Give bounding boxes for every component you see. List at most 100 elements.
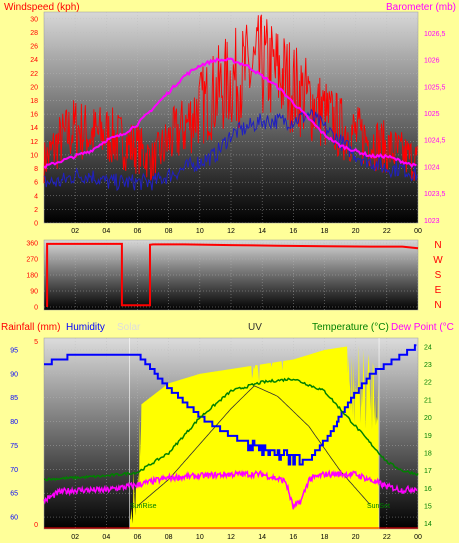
temperature-tick-label: 20 <box>424 415 432 422</box>
temperature-tick-label: 15 <box>424 504 432 511</box>
barometer-tick-label: 1024,5 <box>424 138 446 145</box>
windspeed-tick-label: 18 <box>30 98 38 105</box>
barometer-axis-label: Barometer (mb) <box>386 2 456 13</box>
windspeed-tick-label: 24 <box>30 57 38 64</box>
windspeed-tick-label: 26 <box>30 44 38 51</box>
humidity-series <box>44 344 417 466</box>
direction-tick-label: 360 <box>26 241 38 248</box>
wind-x-tick-label: 16 <box>289 228 297 235</box>
windspeed-tick-label: 10 <box>30 152 38 159</box>
temp-x-tick-label: 16 <box>289 534 297 541</box>
wind-x-tick-label: 00 <box>414 228 422 235</box>
wind-x-tick-label: 14 <box>258 228 266 235</box>
barometer-axis-ticks: 1023 1023,5 1024 1024,5 1025 1025,5 1026 1026,5 <box>424 31 446 225</box>
wind-time-ticks: 02 04 06 08 10 12 14 16 18 20 22 00 <box>71 228 422 235</box>
windspeed-tick-label: 2 <box>34 207 38 214</box>
compass-letter: W <box>433 255 443 266</box>
compass-letter: N <box>434 300 441 311</box>
wind-series <box>43 14 418 192</box>
temp-x-tick-label: 22 <box>383 534 391 541</box>
temperature-axis-label: Temperature (°C) <box>312 322 389 333</box>
windspeed-tick-label: 4 <box>34 193 38 200</box>
temp-x-tick-label: 20 <box>352 534 360 541</box>
wind-x-tick-label: 18 <box>321 228 329 235</box>
direction-tick-label: 0 <box>34 305 38 312</box>
sunrise-label: SunRise <box>130 503 157 510</box>
barometer-tick-label: 1026 <box>424 58 440 65</box>
sunset-label: SunSet <box>367 503 390 510</box>
barometer-tick-label: 1023,5 <box>424 191 446 198</box>
temperature-tick-label: 16 <box>424 486 432 493</box>
humidity-tick-label: 70 <box>10 467 18 474</box>
windspeed-tick-label: 20 <box>30 84 38 91</box>
windspeed-tick-label: 14 <box>30 125 38 132</box>
direction-axis-ticks: 0 90 180 270 360 <box>26 241 38 312</box>
barometer-series <box>43 57 417 170</box>
temp-x-tick-label: 18 <box>321 534 329 541</box>
compass-letter: E <box>435 285 442 296</box>
wind-x-tick-label: 10 <box>196 228 204 235</box>
windspeed-tick-label: 0 <box>34 221 38 228</box>
temperature-tick-label: 24 <box>424 344 432 351</box>
rainfall-axis-label: Rainfall (mm) <box>1 322 60 333</box>
dewpoint-axis-label: Dew Point (°C <box>391 322 454 333</box>
temperature-tick-label: 21 <box>424 397 432 404</box>
temp-x-tick-label: 02 <box>71 534 79 541</box>
temperature-tick-label: 23 <box>424 362 432 369</box>
dewpoint-series <box>43 469 418 510</box>
solar-area <box>129 345 379 529</box>
windspeed-tick-label: 12 <box>30 139 38 146</box>
temp-x-tick-label: 04 <box>102 534 110 541</box>
humidity-tick-label: 80 <box>10 419 18 426</box>
wind-x-tick-label: 04 <box>102 228 110 235</box>
wind-x-tick-label: 08 <box>165 228 173 235</box>
rain-axis-ticks: 05 <box>34 339 38 529</box>
wind-series-line <box>43 108 418 192</box>
windspeed-tick-label: 8 <box>34 166 38 173</box>
humidity-axis-label: Humidity <box>66 322 105 333</box>
temp-x-tick-label: 14 <box>258 534 266 541</box>
barometer-tick-label: 1023 <box>424 218 440 225</box>
temp-x-tick-label: 10 <box>196 534 204 541</box>
compass-letter: S <box>435 270 442 281</box>
uv-axis-label: UV <box>248 322 262 333</box>
temperature-tick-label: 17 <box>424 468 432 475</box>
temp-x-tick-label: 06 <box>134 534 142 541</box>
temp-series <box>43 338 419 529</box>
temp-x-tick-label: 12 <box>227 534 235 541</box>
direction-gridlines <box>44 240 419 310</box>
temperature-axis-ticks: 14 15 16 17 18 19 20 21 22 23 24 <box>424 344 432 528</box>
temperature-tick-label: 18 <box>424 450 432 457</box>
wind-x-tick-label: 12 <box>227 228 235 235</box>
barometer-tick-label: 1024 <box>424 164 440 171</box>
humidity-tick-label: 75 <box>10 443 18 450</box>
humidity-tick-label: 60 <box>10 515 18 522</box>
windspeed-tick-label: 22 <box>30 71 38 78</box>
windspeed-tick-label: 30 <box>30 16 38 23</box>
direction-tick-label: 90 <box>30 289 38 296</box>
uv-series <box>137 385 370 507</box>
windspeed-axis-label: Windspeed (kph) <box>4 2 80 13</box>
gust-series <box>43 14 418 184</box>
wind-x-tick-label: 02 <box>71 228 79 235</box>
direction-tick-label: 180 <box>26 273 38 280</box>
windspeed-tick-label: 6 <box>34 180 38 187</box>
barometer-tick-label: 1025 <box>424 111 440 118</box>
direction-series <box>46 242 419 307</box>
barometer-tick-label: 1026,5 <box>424 31 446 38</box>
barometer-tick-label: 1025,5 <box>424 84 446 91</box>
temp-x-tick-label: 00 <box>414 534 422 541</box>
temperature-series <box>43 377 419 482</box>
temperature-tick-label: 19 <box>424 433 432 440</box>
humidity-tick-label: 90 <box>10 371 18 378</box>
wind-x-tick-label: 22 <box>383 228 391 235</box>
windspeed-tick-label: 16 <box>30 112 38 119</box>
windspeed-tick-label: 28 <box>30 30 38 37</box>
wind-x-tick-label: 06 <box>134 228 142 235</box>
direction-series-line <box>46 242 419 307</box>
temperature-tick-label: 22 <box>424 380 432 387</box>
compass-letter: N <box>434 240 441 251</box>
